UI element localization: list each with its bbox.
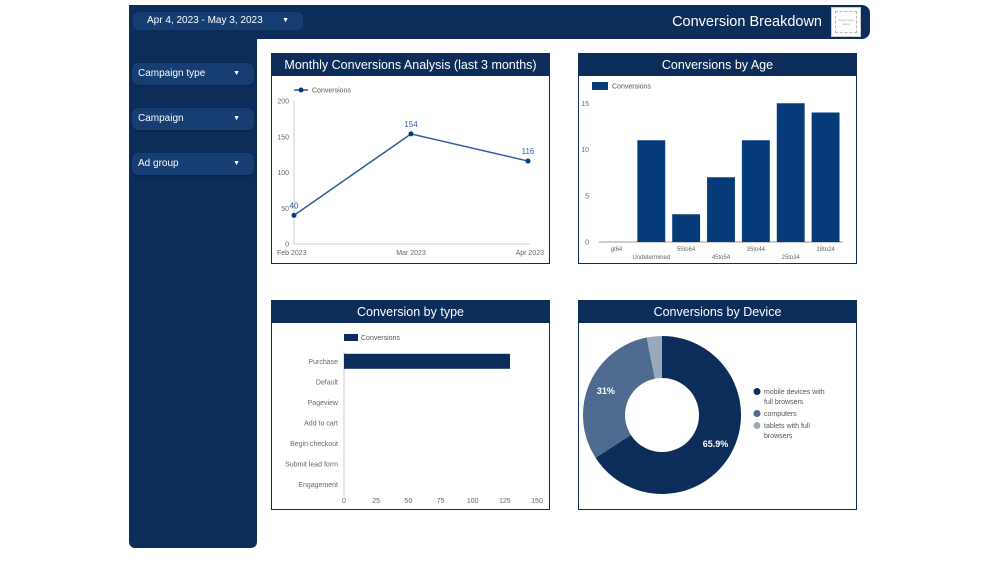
slice-tablets [646, 336, 662, 379]
filter-label: Campaign type [138, 68, 206, 79]
x-tick-label: 100 [467, 498, 479, 505]
filter-ad-group[interactable]: Ad group ▼ [132, 153, 254, 175]
series-line-conversions [293, 133, 529, 217]
bar-Undetermined [637, 140, 666, 242]
y-tick-label: Purchase [308, 359, 338, 366]
y-tick-label: Default [316, 379, 338, 386]
slice-computers [583, 337, 655, 458]
y-tick-label: 0 [285, 242, 289, 249]
panel-title: Conversions by Device [579, 301, 856, 323]
conversion-by-type-chart: Conversions Purchase Default Pageview Add to… [285, 334, 543, 505]
x-tick-label: Mar 2023 [396, 250, 426, 257]
x-tick-label: 150 [531, 498, 543, 505]
x-tick-label: 50 [404, 498, 412, 505]
legend-dot-icon [753, 388, 761, 395]
x-tick-label: 25 [372, 498, 380, 505]
legend-dot-icon [753, 422, 761, 429]
x-tick-label: 0 [342, 498, 346, 505]
data-label: 40 [290, 201, 299, 210]
filter-campaign-type[interactable]: Campaign type ▼ [132, 63, 254, 85]
legend-swatch-icon [344, 334, 358, 341]
bar-18to24 [811, 112, 840, 242]
x-tick-label: 125 [499, 498, 511, 505]
x-tick-label: 25to34 [782, 255, 801, 261]
slice-percent-label: 31% [597, 386, 615, 396]
panel-title: Conversion by type [272, 301, 549, 323]
data-label: 154 [404, 120, 418, 129]
sidebar [129, 5, 257, 548]
data-label: 116 [522, 147, 535, 156]
monthly-conversions-panel: Monthly Conversions Analysis (last 3 mon… [271, 53, 550, 264]
x-tick-label: Feb 2023 [277, 250, 307, 257]
date-range-picker[interactable]: Apr 4, 2023 - May 3, 2023 ▼ [133, 12, 303, 30]
filter-label: Campaign [138, 113, 184, 124]
y-tick-label: Engagement [298, 482, 338, 489]
x-tick-label: 55to64 [677, 247, 696, 253]
legend-label: Conversions [361, 335, 400, 342]
legend-label: Conversions [612, 84, 651, 91]
legend-marker-icon [298, 87, 304, 93]
date-range-label: Apr 4, 2023 - May 3, 2023 [147, 15, 263, 26]
y-tick-label: 100 [277, 170, 289, 177]
caret-down-icon: ▼ [282, 17, 289, 24]
x-tick-label: Apr 2023 [516, 250, 545, 257]
y-tick-label: Begin checkout [290, 441, 338, 448]
bar-35to44 [741, 140, 770, 242]
caret-down-icon: ▼ [233, 70, 240, 77]
caret-down-icon: ▼ [233, 115, 240, 122]
conversions-by-age-panel: Conversions by Age Conversions 0 5 10 15 gt64… [578, 53, 857, 264]
legend-label: Conversions [312, 88, 351, 95]
filter-campaign[interactable]: Campaign ▼ [132, 108, 254, 130]
bar-55to64 [672, 214, 701, 242]
y-tick-label: 150 [277, 134, 289, 141]
x-tick-label: 45to54 [712, 255, 731, 261]
x-tick-label: 18to24 [816, 247, 835, 253]
data-point [408, 131, 414, 137]
x-tick-label: Undetermined [632, 255, 670, 261]
x-tick-label: gt64 [611, 247, 623, 253]
x-tick-label: 35to44 [747, 247, 766, 253]
logo-placeholder: Insert Logo Here [831, 7, 861, 37]
y-tick-label: 15 [581, 101, 589, 108]
filter-label: Ad group [138, 158, 179, 169]
bar-45to54 [707, 177, 735, 242]
legend-label: browsers [764, 433, 793, 440]
slice-mobile [595, 336, 741, 494]
legend-label: full browsers [764, 399, 804, 406]
conversions-by-device-panel: Conversions by Device 65.9% 31% mobile dev… [578, 300, 857, 510]
legend-label: computers [764, 411, 797, 418]
y-tick-label: 5 [585, 193, 589, 200]
bar-purchase [344, 353, 510, 369]
legend-dot-icon [753, 410, 761, 417]
y-tick-label: Submit lead form [285, 462, 338, 469]
y-tick-label: 200 [277, 99, 289, 106]
logo-placeholder-text: Insert Logo Here [835, 11, 857, 33]
conversions-by-device-chart: 65.9% 31% mobile devices with full browsers… [583, 336, 825, 494]
x-tick-label: 75 [437, 498, 445, 505]
legend-label: mobile devices with [764, 389, 825, 396]
panel-title: Conversions by Age [579, 54, 856, 76]
legend-label: tablets with full [764, 423, 810, 430]
y-tick-label: Pageview [308, 400, 339, 407]
conversions-by-age-chart: Conversions 0 5 10 15 gt64 Undetermined 55to64 4… [581, 82, 843, 261]
panel-title: Monthly Conversions Analysis (last 3 mon… [272, 54, 549, 76]
slice-percent-label: 65.9% [703, 439, 729, 449]
y-tick-label: 50 [281, 206, 289, 213]
page-title: Conversion Breakdown [672, 14, 822, 30]
data-point [525, 158, 531, 164]
y-tick-label: 0 [585, 240, 589, 247]
monthly-conversions-chart: Conversions 0 50 100 150 200 Feb 2023 Mar 2023 A… [277, 87, 545, 257]
data-point [291, 212, 297, 218]
y-tick-label: 10 [581, 147, 589, 154]
legend-swatch-icon [592, 82, 608, 90]
y-tick-label: Add to cart [304, 421, 338, 428]
conversion-by-type-panel: Conversion by type Conversions Purchase De… [271, 300, 550, 510]
caret-down-icon: ▼ [233, 160, 240, 167]
bar-25to34 [776, 103, 805, 242]
